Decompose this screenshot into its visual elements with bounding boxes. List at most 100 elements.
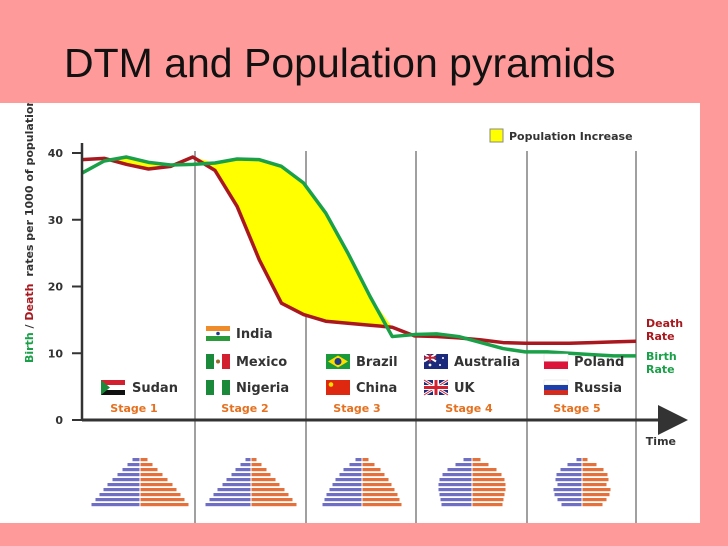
pyramid-bar-female xyxy=(140,458,148,462)
pyramid-bar-male xyxy=(217,488,251,492)
legend-swatch xyxy=(489,128,504,143)
series-lines xyxy=(81,155,637,358)
chart-panel: Birth / Death rates per 1000 of populati… xyxy=(0,103,700,523)
pyramid-bar-male xyxy=(209,498,251,502)
pyramid-bar-female xyxy=(472,488,506,492)
pyramid-bar-male xyxy=(438,488,472,492)
pyramid-bar-male xyxy=(554,493,582,497)
y-tick-labels: 0 10 20 30 40 xyxy=(48,147,64,427)
pyramid-bar-male xyxy=(463,458,472,462)
pyramid-bar-male xyxy=(556,473,582,477)
pyramid-bar-male xyxy=(322,503,362,507)
pyramid-bar-male xyxy=(245,458,251,462)
pyramid-bar-female xyxy=(140,478,168,482)
pyramid-stage-5 xyxy=(553,458,611,507)
birth-rate-label-line1: Birth xyxy=(646,350,677,363)
y-axis-label: Birth / Death rates per 1000 of populati… xyxy=(23,103,36,363)
pyramid-bar-female xyxy=(251,503,297,507)
pyramid-bar-male xyxy=(438,483,472,487)
country-brazil: Brazil xyxy=(356,355,398,370)
pyramid-bar-male xyxy=(112,478,140,482)
pyramid-bar-male xyxy=(326,493,362,497)
pyramid-bar-male xyxy=(103,488,140,492)
pyramid-bar-female xyxy=(582,473,608,477)
population-increase-fill xyxy=(82,157,636,344)
russia-flag xyxy=(543,379,569,395)
y-axis-label-birth: Birth xyxy=(23,332,36,363)
pyramid-bar-female xyxy=(472,468,497,472)
pyramid-bar-male xyxy=(91,503,140,507)
birth-rate-label-line2: Rate xyxy=(646,363,675,376)
pyramid-bar-female xyxy=(140,493,181,497)
australia-flag xyxy=(423,353,448,369)
pyramid-bar-female xyxy=(251,458,257,462)
pyramid-bar-male xyxy=(324,498,362,502)
pyramid-bar-male xyxy=(561,503,582,507)
y-tick-20: 20 xyxy=(48,281,64,294)
pyramid-bar-female xyxy=(251,468,267,472)
pyramid-bar-male xyxy=(99,493,140,497)
stage-label-5: Stage 5 xyxy=(553,402,600,415)
pyramid-bar-male xyxy=(213,493,251,497)
pyramid-bar-male xyxy=(447,468,472,472)
slide-title: DTM and Population pyramids xyxy=(64,40,616,86)
pyramid-bar-male xyxy=(553,488,582,492)
pyramid-bar-female xyxy=(362,498,400,502)
pyramid-bar-male xyxy=(557,483,582,487)
pyramid-bar-female xyxy=(472,498,504,502)
pyramid-bar-male xyxy=(226,478,251,482)
pyramid-bar-female xyxy=(582,488,611,492)
pyramid-bar-female xyxy=(582,483,607,487)
y-tick-marks xyxy=(72,152,82,421)
pyramid-bar-male xyxy=(567,463,582,467)
pyramid-bar-male xyxy=(349,463,362,467)
pyramid-bar-female xyxy=(362,463,375,467)
stage-label-1: Stage 1 xyxy=(110,402,157,415)
pyramid-bar-male xyxy=(132,458,140,462)
pyramid-bar-male xyxy=(95,498,140,502)
country-sudan: Sudan xyxy=(132,381,178,396)
death-rate-label-line1: Death xyxy=(646,317,683,330)
india-flag xyxy=(206,326,230,341)
country-mexico: Mexico xyxy=(236,355,287,370)
pyramid-bar-male xyxy=(339,473,362,477)
pyramid-bar-male xyxy=(222,483,251,487)
pyramid-bar-female xyxy=(362,488,395,492)
pyramid-bar-female xyxy=(251,478,276,482)
pyramid-bar-female xyxy=(362,458,369,462)
pyramid-bar-female xyxy=(472,473,502,477)
pyramid-stage-3 xyxy=(322,458,402,507)
pyramid-bar-female xyxy=(472,503,503,507)
pyramid-bar-female xyxy=(582,493,610,497)
stage-label-2: Stage 2 xyxy=(221,402,268,415)
pyramid-bar-female xyxy=(582,468,604,472)
pyramid-bar-female xyxy=(472,458,481,462)
pyramid-bar-male xyxy=(439,478,472,482)
pyramid-bar-male xyxy=(122,468,140,472)
pyramid-bar-female xyxy=(472,483,506,487)
y-axis-label-death: Death xyxy=(23,284,36,321)
pyramid-stage-2 xyxy=(205,458,297,507)
pyramid-bar-female xyxy=(140,473,163,477)
pyramid-bar-female xyxy=(582,503,603,507)
pyramid-bar-female xyxy=(140,488,177,492)
pyramid-bar-female xyxy=(362,483,392,487)
pyramid-bar-male xyxy=(455,463,472,467)
y-axis-label-sep: / xyxy=(23,323,36,328)
pyramid-bar-female xyxy=(251,483,280,487)
y-tick-0: 0 xyxy=(55,414,63,427)
pyramid-bar-female xyxy=(582,458,588,462)
pyramid-bar-female xyxy=(140,468,158,472)
population-pyramids xyxy=(91,458,611,507)
pyramid-bar-female xyxy=(140,483,173,487)
pyramid-bar-female xyxy=(582,463,597,467)
pyramid-bar-female xyxy=(362,468,381,472)
pyramid-bar-male xyxy=(107,483,140,487)
dtm-chart: Birth / Death rates per 1000 of populati… xyxy=(23,103,688,523)
uk-flag xyxy=(423,378,449,397)
country-china: China xyxy=(356,381,397,396)
pyramid-bar-male xyxy=(440,498,472,502)
pyramid-bar-female xyxy=(251,488,285,492)
pyramid-bar-male xyxy=(335,478,362,482)
pyramid-bar-male xyxy=(355,458,362,462)
